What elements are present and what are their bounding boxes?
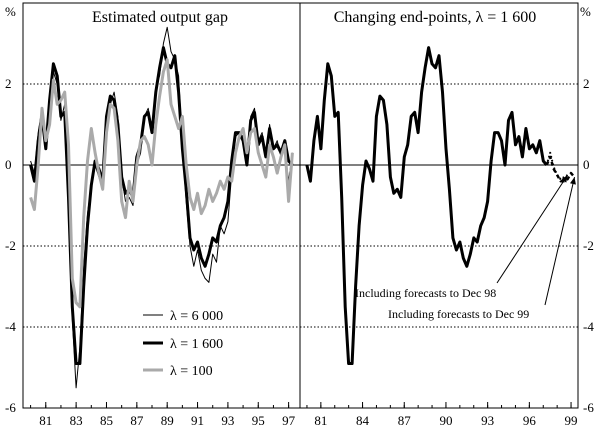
axis-labels: 81 83 85 87 89 91 93 95 97 -6 -4 -2 0 2 81 84 87 90 93 96 99… <box>5 76 594 428</box>
right-x-tick-label: 96 <box>523 413 537 428</box>
right-panel-frame <box>299 2 579 409</box>
left-x-tick-label: 83 <box>70 413 83 428</box>
legend-label-lambda-100: λ = 100 <box>170 364 213 379</box>
left-x-tick-label: 85 <box>100 413 113 428</box>
legend-label-lambda-6000: λ = 6 000 <box>170 309 223 324</box>
left-x-tick-label: 97 <box>282 413 296 428</box>
left-chart-title: Estimated output gap <box>92 9 228 26</box>
annotation-arrowhead-dec-98 <box>561 175 568 183</box>
left-y-tick-label: -6 <box>5 400 16 415</box>
right-x-tick-label: 90 <box>439 413 452 428</box>
annotation-arrowhead-dec-99 <box>570 177 576 185</box>
left-x-tick-label: 91 <box>191 413 204 428</box>
legend: λ = 6 000 λ = 1 600 λ = 100 <box>143 309 223 379</box>
right-y-unit-label: % <box>580 4 591 19</box>
annotation-arrow-dec-98 <box>496 174 568 284</box>
left-x-tick-label: 81 <box>39 413 52 428</box>
forecast-annotations: Including forecasts to Dec 98 Including … <box>355 174 576 321</box>
left-x-tick-label: 95 <box>252 413 265 428</box>
right-series-output-gap-to-1997 <box>305 46 548 365</box>
right-x-tick-label: 81 <box>314 413 327 428</box>
left-y-tick-label: -2 <box>5 238 16 253</box>
legend-label-lambda-1600: λ = 1 600 <box>170 337 223 352</box>
right-x-tick-label: 99 <box>565 413 578 428</box>
left-y-tick-label: 0 <box>5 157 12 172</box>
right-y-tick-label: -4 <box>583 319 594 334</box>
annotation-arrow-dec-99 <box>544 177 576 306</box>
left-y-tick-label: -4 <box>5 319 16 334</box>
right-chart-title: Changing end-points, λ = 1 600 <box>334 9 537 26</box>
left-series-100 <box>29 58 294 309</box>
right-y-tick-label: 0 <box>583 157 590 172</box>
left-x-tick-label: 93 <box>221 413 234 428</box>
series-lines <box>29 26 576 389</box>
right-x-tick-label: 84 <box>356 413 370 428</box>
left-y-tick-label: 2 <box>5 76 12 91</box>
right-x-tick-label: 93 <box>481 413 494 428</box>
left-x-tick-label: 89 <box>161 413 174 428</box>
left-x-tick-label: 87 <box>130 413 144 428</box>
annotation-dec-99: Including forecasts to Dec 99 <box>388 307 529 321</box>
axis-ticks <box>30 402 572 408</box>
left-y-unit-label: % <box>5 4 16 19</box>
annotation-dec-98: Including forecasts to Dec 98 <box>355 286 496 300</box>
right-y-tick-label: -2 <box>583 238 594 253</box>
right-y-tick-label: 2 <box>583 76 590 91</box>
right-x-tick-label: 87 <box>398 413 412 428</box>
right-series-including-forecasts-to-dec-99 <box>545 155 576 183</box>
right-y-tick-label: -6 <box>583 400 594 415</box>
